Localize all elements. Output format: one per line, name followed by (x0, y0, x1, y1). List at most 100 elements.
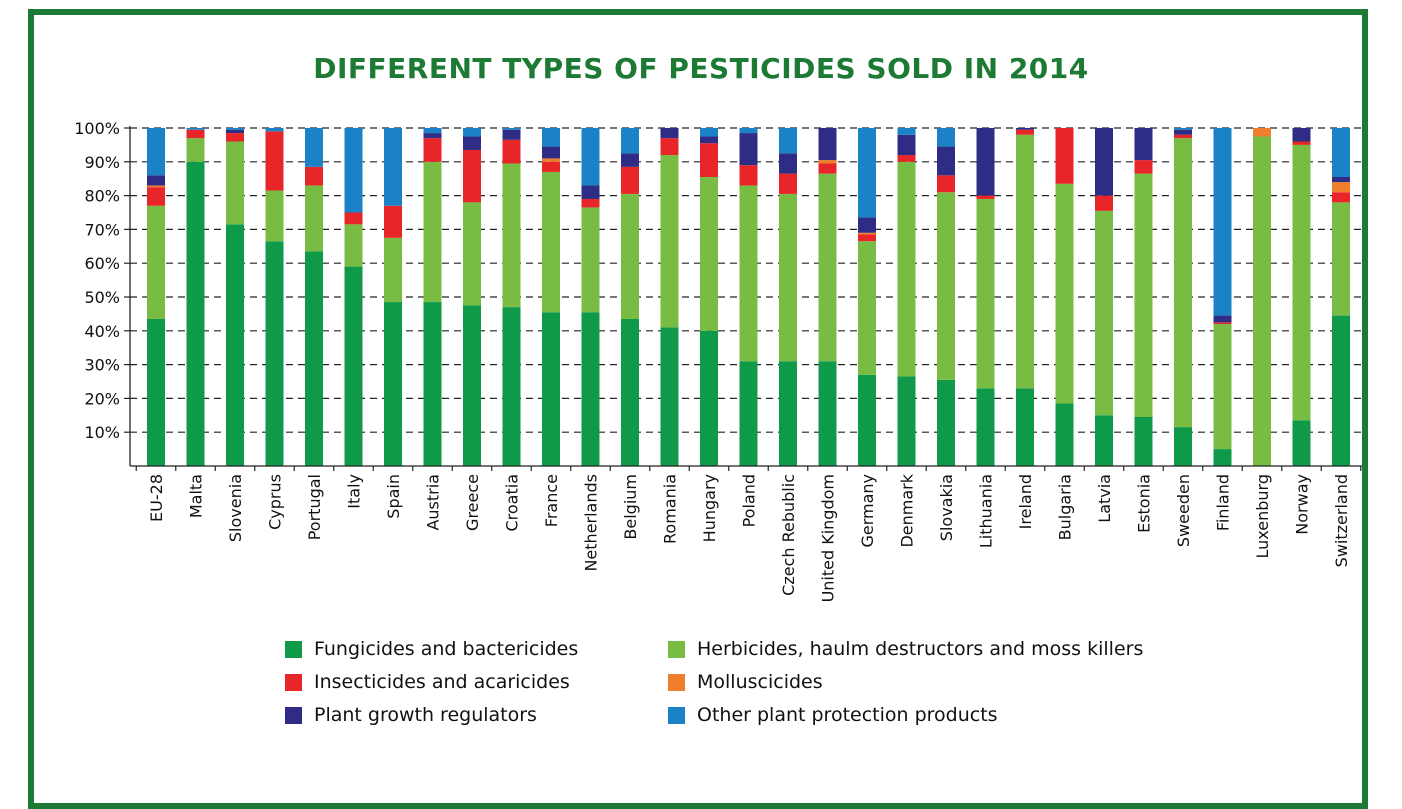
bar-segment-molluscicides (147, 185, 165, 188)
x-tick-label: Portugal (305, 474, 324, 540)
bar-segment-other (1332, 128, 1350, 178)
axis-labels: 10% 20% 30% 40% 50% 60% 70% 80% 90% 100% EU-28 Malt… (74, 119, 1351, 602)
bar-segment-other (305, 128, 323, 167)
bar-segment-herbicides (1213, 324, 1232, 450)
x-tick-label: EU-28 (147, 474, 166, 522)
y-tick-label: 50% (84, 288, 120, 307)
bar-segment-herbicides (1095, 210, 1113, 416)
axes (124, 126, 1362, 471)
bar-segment-insecticides (621, 166, 639, 194)
x-tick-label: Hungary (700, 474, 719, 542)
bar-segment-fungicides (937, 379, 955, 466)
legend-swatch (668, 640, 685, 658)
bar-segment-herbicides (739, 185, 758, 362)
bar-segment-insecticides (542, 161, 560, 172)
bar-segment-fungicides (226, 224, 244, 466)
bar-segment-herbicides (976, 198, 995, 389)
bar-segment-fungicides (1332, 315, 1350, 466)
bar-segment-insecticides (660, 138, 679, 156)
bar-segment-herbicides (265, 190, 284, 242)
bar-segment-insecticides (1332, 192, 1350, 203)
bar-segment-fungicides (1055, 403, 1074, 466)
legend-swatch (285, 673, 302, 691)
bar-segment-herbicides (1332, 202, 1350, 316)
bar-segment-growth_regulators (858, 217, 876, 233)
bar-series (147, 128, 1350, 467)
x-tick-label: Luxenburg (1253, 474, 1272, 558)
bar-segment-growth_regulators (1332, 177, 1350, 183)
x-tick-label: United Kingdom (819, 474, 838, 602)
bar-segment-growth_regulators (1174, 129, 1192, 135)
bar-segment-fungicides (858, 374, 876, 466)
bar-segment-growth_regulators (502, 129, 521, 140)
legend-swatch (285, 706, 302, 724)
bar-segment-insecticides (937, 175, 955, 193)
bar-segment-herbicides (1134, 173, 1153, 417)
legend-item: Molluscicides (668, 671, 823, 693)
bar-segment-fungicides (186, 161, 205, 467)
bar-segment-growth_regulators (739, 133, 758, 166)
bar-segment-other (1174, 128, 1192, 130)
bar-segment-growth_regulators (1134, 128, 1153, 161)
legend-label: Other plant protection products (697, 704, 998, 726)
y-tick-label: 80% (84, 187, 120, 206)
bar-segment-other (581, 128, 600, 186)
bar-segment-herbicides (305, 185, 323, 252)
bar-segment-herbicides (344, 224, 363, 267)
bar-segment-growth_regulators (937, 146, 955, 176)
bar-segment-growth_regulators (660, 128, 679, 139)
x-tick-label: Slovenia (226, 474, 245, 542)
bar-segment-fungicides (265, 241, 284, 466)
bar-segment-fungicides (1095, 415, 1113, 466)
bar-segment-herbicides (542, 171, 560, 313)
bar-segment-fungicides (581, 312, 600, 466)
bar-segment-fungicides (976, 388, 995, 466)
bar-segment-growth_regulators (1292, 128, 1311, 142)
bar-segment-insecticides (502, 139, 521, 164)
legend-label: Molluscicides (697, 671, 823, 693)
x-tick-label: Netherlands (582, 474, 601, 572)
bar-segment-other (1213, 128, 1232, 316)
bar-segment-fungicides (1174, 427, 1192, 466)
bar-segment-growth_regulators (1016, 128, 1034, 130)
bar-segment-insecticides (779, 173, 797, 194)
bar-segment-herbicides (937, 192, 955, 380)
bar-segment-growth_regulators (463, 136, 481, 150)
x-tick-label: Germany (858, 474, 877, 548)
bar-segment-molluscicides (1332, 182, 1350, 193)
legend-swatch (668, 706, 685, 724)
legend-label: Insecticides and acaricides (314, 671, 570, 693)
bar-segment-other (463, 128, 481, 137)
y-tick-label: 100% (74, 119, 120, 138)
bar-segment-herbicides (502, 163, 521, 308)
bar-segment-herbicides (384, 237, 402, 303)
y-tick-label: 90% (84, 153, 120, 172)
bar-segment-other (897, 128, 916, 135)
bar-segment-herbicides (1292, 144, 1311, 421)
bar-segment-fungicides (542, 312, 560, 466)
bar-segment-other (700, 128, 718, 137)
bar-segment-herbicides (226, 141, 244, 225)
legend-label: Herbicides, haulm destructors and moss k… (697, 638, 1144, 660)
bar-segment-herbicides (423, 161, 442, 303)
bar-segment-fungicides (1292, 420, 1311, 466)
bar-segment-growth_regulators (581, 185, 600, 199)
y-tick-label: 60% (84, 254, 120, 273)
x-tick-label: Italy (345, 474, 364, 509)
y-tick-label: 20% (84, 389, 120, 408)
bar-segment-fungicides (739, 361, 758, 466)
bar-segment-other (542, 128, 560, 147)
bar-segment-growth_regulators (700, 136, 718, 144)
bar-segment-molluscicides (542, 158, 560, 162)
bar-segment-herbicides (147, 205, 165, 319)
x-tick-label: Spain (384, 474, 403, 519)
x-tick-label: France (542, 474, 561, 527)
bar-segment-insecticides (423, 138, 442, 162)
bar-segment-fungicides (463, 305, 481, 466)
x-tick-label: Slovakia (937, 474, 956, 541)
bar-segment-other (423, 128, 442, 134)
bar-segment-fungicides (147, 318, 165, 466)
bar-segment-fungicides (1016, 388, 1034, 466)
bar-segment-herbicides (1016, 134, 1034, 389)
bar-segment-insecticides (1174, 134, 1192, 139)
